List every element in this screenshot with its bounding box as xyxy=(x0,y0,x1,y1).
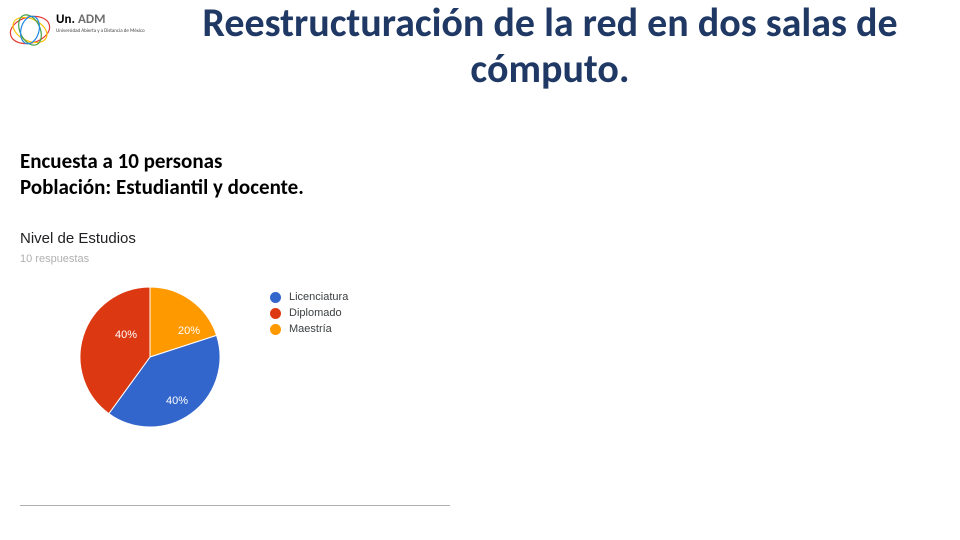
legend-label: Diplomado xyxy=(289,307,342,319)
legend-label: Licenciatura xyxy=(289,291,348,303)
legend-swatch-icon xyxy=(270,324,281,335)
legend-item-licenciatura: Licenciatura xyxy=(270,291,348,303)
legend-item-maestria: Maestría xyxy=(270,323,348,335)
pie-graphic: 20% 40% 40% xyxy=(80,287,220,427)
pie-slice-label-diplomado: 40% xyxy=(115,329,137,341)
logo-swirl-icon xyxy=(8,8,52,52)
survey-line1: Encuesta a 10 personas xyxy=(20,148,304,174)
divider xyxy=(20,505,450,506)
logo-subtext: Universidad Abierta y a Distancia de Méx… xyxy=(56,28,145,34)
survey-line2: Población: Estudiantil y docente. xyxy=(20,174,304,200)
chart-subtitle: 10 respuestas xyxy=(20,253,460,265)
slide-title: Reestructuración de la red en dos salas … xyxy=(170,0,930,92)
pie-chart: Nivel de Estudios 10 respuestas 20% 40% … xyxy=(20,230,460,459)
legend-label: Maestría xyxy=(289,323,332,335)
brand-logo: Un. ADM Universidad Abierta y a Distanci… xyxy=(8,8,158,56)
pie-slice-label-maestria: 20% xyxy=(178,325,200,337)
legend-swatch-icon xyxy=(270,292,281,303)
pie-slice-label-licenciatura: 40% xyxy=(166,395,188,407)
chart-legend: Licenciatura Diplomado Maestría xyxy=(270,291,348,339)
chart-title: Nivel de Estudios xyxy=(20,230,460,247)
legend-item-diplomado: Diplomado xyxy=(270,307,348,319)
logo-text-un: Un. xyxy=(56,12,75,27)
legend-swatch-icon xyxy=(270,308,281,319)
logo-text-adm: ADM xyxy=(78,12,105,27)
survey-info: Encuesta a 10 personas Población: Estudi… xyxy=(20,148,304,201)
